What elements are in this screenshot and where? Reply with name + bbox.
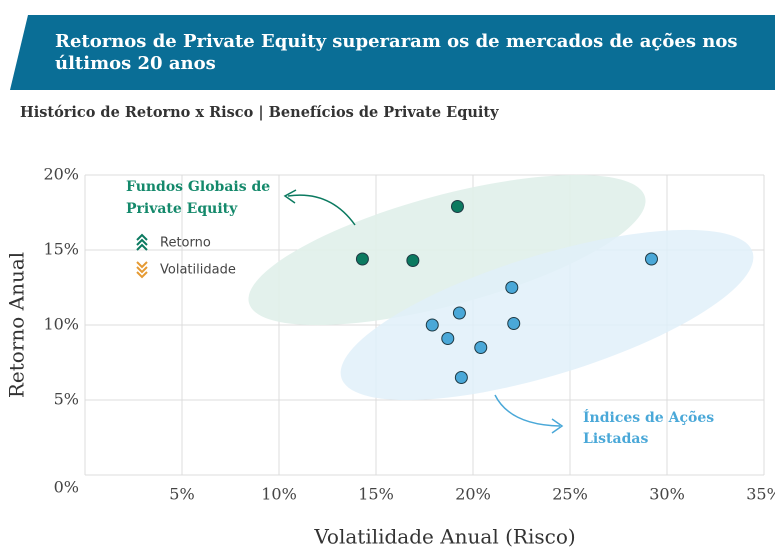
legend-label: Volatilidade: [160, 263, 236, 278]
legend-icon-down: [136, 261, 148, 279]
point: [441, 332, 455, 345]
x-tick-label: 35%: [746, 485, 775, 504]
point: [355, 252, 369, 266]
subtitle: Histórico de Retorno x Risco | Benefício…: [20, 104, 499, 121]
annotation: Listadas: [583, 431, 648, 447]
arrow-head: [283, 189, 297, 204]
point: [450, 200, 464, 213]
pe-zone: [248, 174, 646, 326]
y-tick-label: 0%: [54, 478, 79, 497]
legend-label: Retorno: [160, 236, 211, 251]
title: Retornos de Private Equity superaram os …: [55, 31, 737, 52]
x-tick-label: 10%: [261, 485, 297, 504]
x-axis-label: Volatilidade Anual (Risco): [313, 525, 575, 548]
point: [425, 318, 439, 332]
y-axis-label: Retorno Anual: [5, 252, 29, 398]
equity-zone: [340, 229, 754, 401]
arrow-head: [551, 418, 564, 434]
point: [474, 341, 488, 354]
point: [454, 371, 468, 384]
arrow: [494, 394, 561, 427]
y-tick-label: 10%: [43, 315, 79, 334]
y-tick-label: 20%: [43, 165, 79, 184]
title: últimos 20 anos: [55, 53, 216, 74]
point: [406, 254, 420, 267]
arrow: [287, 194, 356, 226]
legend-icon-up: [136, 233, 148, 251]
point: [452, 306, 466, 320]
point: [644, 252, 658, 266]
header-banner: [10, 15, 775, 90]
annotation: Fundos Globais de: [126, 179, 270, 195]
annotation: Private Equity: [126, 201, 238, 217]
x-tick-label: 5%: [169, 485, 194, 504]
point: [507, 317, 521, 330]
y-tick-label: 5%: [54, 390, 79, 409]
x-tick-label: 30%: [649, 485, 685, 504]
x-tick-label: 20%: [455, 485, 491, 504]
annotation: Índices de Ações: [583, 408, 714, 426]
x-tick-label: 15%: [358, 485, 394, 504]
y-tick-label: 15%: [43, 240, 79, 259]
x-tick-label: 25%: [552, 485, 588, 504]
point: [505, 281, 519, 294]
